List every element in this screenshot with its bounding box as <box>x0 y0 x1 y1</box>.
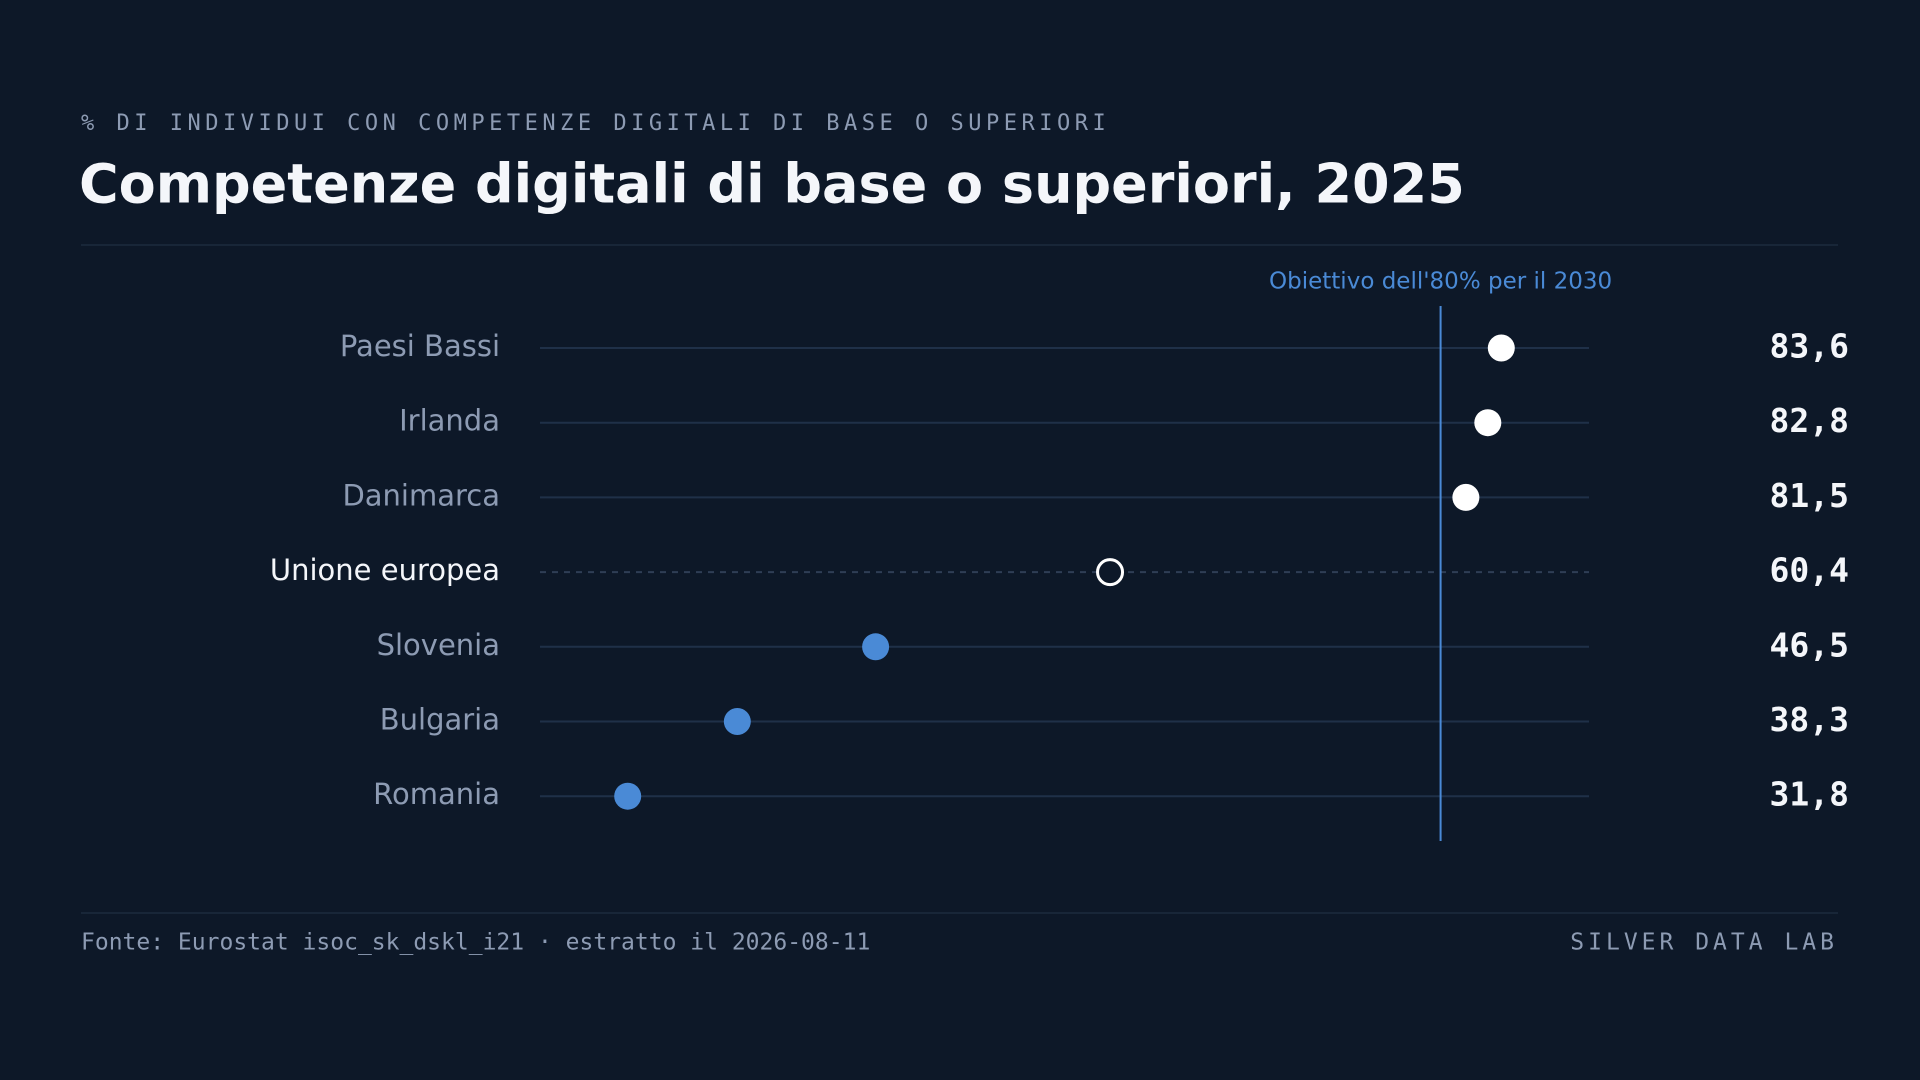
kicker: % DI INDIVIDUI CON COMPETENZE DIGITALI D… <box>81 111 1110 136</box>
value-label: 83,6 <box>1770 327 1849 366</box>
dot <box>614 782 642 810</box>
value-label: 81,5 <box>1770 476 1849 515</box>
category-label: Paesi Bassi <box>340 329 500 363</box>
category-label: Unione europea <box>270 553 500 587</box>
value-label: 82,8 <box>1770 401 1849 440</box>
value-label: 60,4 <box>1770 551 1849 590</box>
source: Fonte: Eurostat isoc_sk_dskl_i21 · estra… <box>81 930 870 956</box>
category-label: Danimarca <box>342 478 500 512</box>
category-label: Irlanda <box>399 404 500 438</box>
dot <box>1487 334 1515 362</box>
dot <box>1474 409 1502 437</box>
chart-title: Competenze digitali di base o superiori,… <box>79 153 1465 216</box>
category-label: Romania <box>373 777 500 811</box>
dot <box>862 633 890 661</box>
brand: SILVER DATA LAB <box>1570 930 1838 956</box>
dot <box>1452 483 1480 511</box>
dot <box>1096 558 1125 587</box>
value-label: 46,5 <box>1770 625 1849 664</box>
value-label: 31,8 <box>1770 775 1849 814</box>
reference-label: Obiettivo dell'80% per il 2030 <box>1269 269 1612 295</box>
category-label: Bulgaria <box>380 703 500 737</box>
value-label: 38,3 <box>1770 700 1849 739</box>
dot <box>723 708 751 735</box>
category-label: Slovenia <box>377 628 500 662</box>
